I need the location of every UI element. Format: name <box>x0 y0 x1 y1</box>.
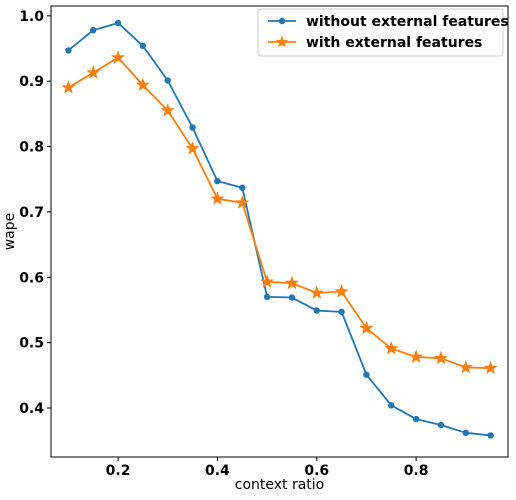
legend-label: with external features <box>306 35 482 51</box>
data-point <box>313 307 320 314</box>
y-tick-label: 0.5 <box>19 336 44 352</box>
series-layer <box>61 19 498 439</box>
data-point <box>363 371 370 378</box>
data-point <box>437 421 445 429</box>
series-line <box>67 22 491 437</box>
y-tick-label: 0.9 <box>19 74 44 90</box>
data-point <box>487 432 494 439</box>
data-point <box>185 141 200 155</box>
x-tick-label: 0.2 <box>106 463 131 479</box>
data-point <box>139 42 147 50</box>
data-point <box>135 77 150 92</box>
data-point <box>189 124 196 131</box>
y-tick-label: 0.4 <box>19 401 44 417</box>
series-2 <box>61 50 498 375</box>
y-axis-label: wape <box>2 213 18 251</box>
series-1 <box>65 19 494 439</box>
data-point <box>260 274 275 288</box>
data-point <box>388 402 395 409</box>
data-point <box>210 191 225 205</box>
legend-label: without external features <box>306 14 509 30</box>
x-tick-label: 0.6 <box>304 463 329 479</box>
data-point <box>409 349 424 363</box>
legend-marker <box>275 35 289 48</box>
plot-frame <box>50 5 509 458</box>
data-point <box>111 50 126 64</box>
data-point <box>90 26 97 34</box>
data-point <box>334 284 349 298</box>
legend-entry: with external features <box>268 35 482 51</box>
y-tick-label: 0.8 <box>19 140 44 156</box>
data-point <box>160 103 175 117</box>
y-tick-label: 1.0 <box>19 9 44 25</box>
data-point <box>309 285 324 299</box>
data-point <box>284 275 299 290</box>
data-point <box>61 80 76 94</box>
data-point <box>263 293 271 301</box>
legend-marker <box>278 17 286 25</box>
x-tick-label: 0.8 <box>404 463 429 479</box>
x-tick-label: 0.4 <box>205 463 230 479</box>
data-point <box>462 429 469 437</box>
data-point <box>433 350 448 365</box>
data-point <box>412 415 420 423</box>
data-point <box>86 65 101 79</box>
data-point <box>359 320 374 335</box>
data-point <box>288 294 296 301</box>
data-point <box>65 47 72 54</box>
data-point <box>114 19 122 27</box>
data-point <box>164 77 171 84</box>
legend: without external features with external f… <box>257 8 509 57</box>
legend-entry: without external features <box>268 14 509 30</box>
data-point <box>384 341 399 355</box>
data-point <box>235 195 250 209</box>
data-point <box>239 184 246 191</box>
data-point <box>214 177 221 185</box>
y-tick-label: 0.7 <box>19 205 44 221</box>
x-axis-label: context ratio <box>235 477 325 493</box>
data-point <box>483 360 498 375</box>
axes: 0.2 0.4 0.6 0.8 0.4 0.5 0.6 0.7 0.8 0.9 1.0 <box>19 5 509 479</box>
series-line <box>67 56 491 370</box>
y-tick-label: 0.6 <box>19 270 44 286</box>
data-point <box>458 360 473 374</box>
legend-box <box>257 8 504 57</box>
data-point <box>338 308 345 316</box>
